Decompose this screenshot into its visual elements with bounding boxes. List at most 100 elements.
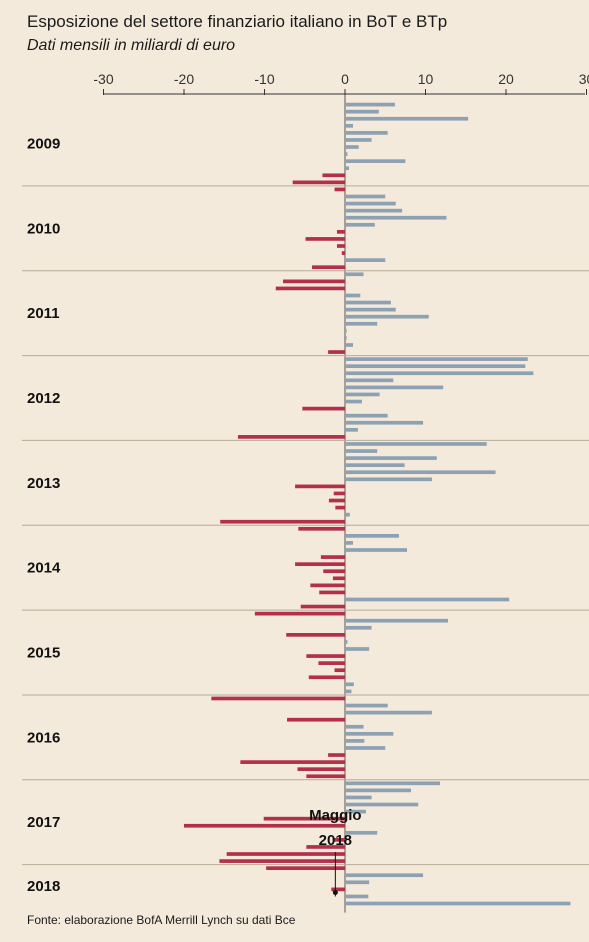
bar — [323, 569, 345, 574]
year-label: 2010 — [27, 220, 60, 237]
x-tick-label: -30 — [93, 71, 113, 87]
bar — [345, 548, 407, 552]
bar — [336, 244, 345, 248]
bar — [345, 689, 352, 694]
bar — [345, 788, 412, 793]
bar — [345, 201, 396, 206]
x-tick-label: 20 — [498, 71, 514, 87]
year-label: 2013 — [27, 475, 60, 492]
bar — [254, 611, 345, 616]
bar — [310, 583, 345, 588]
bar — [345, 131, 388, 135]
bar — [306, 774, 345, 779]
bar — [336, 230, 345, 234]
bar — [345, 449, 378, 453]
bar — [345, 138, 372, 142]
bar — [345, 145, 359, 149]
bar — [300, 604, 345, 609]
annotation-dot — [332, 889, 338, 895]
bar — [345, 901, 571, 906]
chart-title: Esposizione del settore finanziario ital… — [27, 12, 448, 31]
bar — [345, 321, 378, 326]
bar — [345, 413, 388, 418]
bar — [345, 293, 361, 298]
bar — [345, 378, 394, 383]
bar — [240, 760, 345, 764]
bar — [302, 406, 345, 411]
bar — [345, 343, 354, 347]
bar — [331, 887, 345, 892]
bar — [345, 597, 510, 602]
bar — [345, 222, 375, 227]
bar — [345, 307, 396, 312]
bar — [345, 272, 364, 277]
bar — [295, 562, 345, 566]
year-label: 2018 — [27, 878, 60, 895]
bar — [345, 194, 386, 199]
bar — [345, 399, 362, 404]
bar — [184, 823, 345, 828]
bar — [345, 427, 358, 432]
bar — [318, 661, 345, 665]
x-tick-label: 0 — [341, 71, 349, 87]
bar — [263, 816, 345, 821]
bar — [345, 512, 350, 517]
source-note: Fonte: elaborazione BofA Merrill Lynch s… — [27, 913, 296, 927]
bar — [286, 633, 345, 637]
bar — [345, 123, 354, 128]
bar — [287, 717, 345, 722]
year-label: 2016 — [27, 729, 60, 746]
bar — [345, 618, 449, 623]
bar — [320, 555, 345, 559]
annotation-year: 2018 — [319, 832, 352, 849]
bar — [345, 215, 447, 220]
bar — [328, 753, 345, 757]
bar — [345, 746, 386, 750]
bar — [345, 208, 403, 213]
year-label: 2015 — [27, 645, 60, 662]
bar — [308, 675, 345, 680]
bar — [332, 576, 345, 581]
bar — [322, 173, 345, 178]
bar — [345, 470, 496, 475]
bar — [332, 838, 345, 842]
bar — [345, 463, 405, 468]
bar — [345, 442, 487, 446]
bar — [335, 505, 345, 510]
bar — [345, 109, 379, 114]
bar — [345, 371, 534, 376]
bar — [283, 279, 345, 284]
bar — [345, 795, 372, 800]
bar — [345, 314, 429, 319]
bar — [345, 739, 365, 743]
bar — [345, 102, 395, 107]
bar — [211, 696, 345, 701]
bar — [292, 180, 345, 185]
bar — [345, 682, 354, 687]
bar — [226, 852, 345, 856]
bar — [345, 166, 350, 171]
bar — [328, 498, 345, 503]
bar — [345, 477, 432, 482]
bar — [345, 336, 347, 340]
bar — [345, 357, 528, 361]
bar — [219, 859, 345, 863]
bar — [345, 625, 372, 630]
bar — [345, 392, 380, 397]
bar — [345, 159, 406, 164]
bar — [220, 519, 345, 524]
bar — [266, 866, 345, 871]
bar — [297, 767, 345, 772]
year-label: 2014 — [27, 560, 61, 577]
x-tick-label: -20 — [174, 71, 194, 87]
bar — [345, 364, 526, 369]
bar — [345, 703, 388, 708]
bar — [345, 710, 432, 715]
bar — [319, 590, 345, 595]
bar — [305, 237, 345, 241]
bar — [345, 541, 354, 545]
bar — [345, 328, 347, 333]
year-label: 2011 — [27, 305, 60, 322]
bar — [306, 654, 345, 658]
